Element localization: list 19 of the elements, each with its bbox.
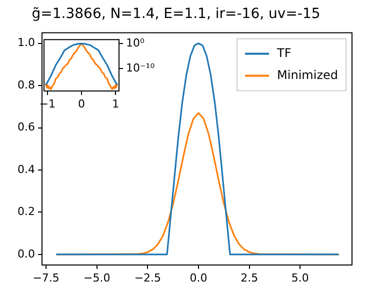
x-tick-label: −5.0 bbox=[84, 271, 110, 284]
legend-label: TF bbox=[276, 46, 292, 60]
x-tick-label: 1 bbox=[112, 97, 120, 110]
y-tick-label: 1.0 bbox=[18, 36, 35, 50]
x-tick-label: 0 bbox=[78, 97, 85, 110]
legend-label: Minimized bbox=[277, 68, 338, 82]
y-tick-label: 0.6 bbox=[18, 120, 35, 134]
y-tick-label: 0.4 bbox=[18, 162, 35, 176]
x-tick-label: −2.5 bbox=[134, 271, 162, 284]
x-tick-label: 2.5 bbox=[240, 271, 258, 284]
y-tick-label: 10⁰ bbox=[126, 36, 145, 50]
x-tick-label: 0.0 bbox=[190, 271, 208, 284]
x-tick-label: 5.0 bbox=[291, 271, 309, 284]
chart-title: g̃=1.3866, N=1.4, E=1.1, ir=-16, uv=-15 bbox=[32, 6, 320, 22]
y-tick-label: 0.0 bbox=[18, 247, 35, 260]
x-tick-label: −7.5 bbox=[32, 271, 60, 284]
y-tick-label: 0.2 bbox=[18, 205, 35, 218]
y-tick-label: 0.8 bbox=[18, 78, 35, 92]
y-tick-label: 10⁻¹⁰ bbox=[126, 61, 156, 74]
